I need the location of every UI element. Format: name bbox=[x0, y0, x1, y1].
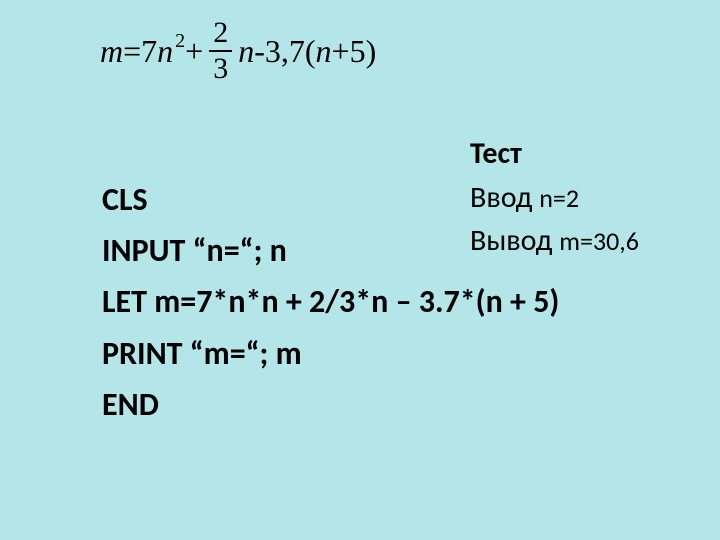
formula-fraction: 2 3 bbox=[209, 18, 232, 84]
code-line-5: END bbox=[102, 379, 559, 430]
formula-var3: n bbox=[316, 33, 332, 70]
code-line-3: LET m=7*n*n + 2/3*n – 3.7*(n + 5) bbox=[102, 276, 559, 327]
basic-code-block: CLS INPUT “n=“; n LET m=7*n*n + 2/3*n – … bbox=[102, 174, 559, 430]
formula-var1: n bbox=[157, 33, 173, 70]
formula-plus2: + bbox=[332, 33, 350, 70]
math-formula: m = 7 n 2 + 2 3 n - 3,7( n + 5) bbox=[100, 18, 376, 84]
formula-coef1: 7 bbox=[141, 33, 157, 70]
formula-lhs-var: m bbox=[100, 33, 123, 70]
code-line-1: CLS bbox=[102, 174, 559, 225]
formula-plus1: + bbox=[185, 33, 203, 70]
test-output-expr: m=30,6 bbox=[559, 225, 639, 257]
test-title: Тест bbox=[470, 132, 639, 176]
fraction-denominator: 3 bbox=[209, 50, 232, 84]
formula-exp1: 2 bbox=[175, 30, 185, 53]
fraction-numerator: 2 bbox=[209, 18, 232, 50]
code-line-4: PRINT “m=“; m bbox=[102, 328, 559, 379]
formula-var2: n bbox=[238, 33, 254, 70]
formula-equals: = bbox=[123, 33, 141, 70]
formula-decimal: 3,7( bbox=[265, 33, 316, 70]
formula-minus: - bbox=[254, 33, 265, 70]
formula-const2: 5) bbox=[350, 33, 377, 70]
code-line-2: INPUT “n=“; n bbox=[102, 225, 559, 276]
